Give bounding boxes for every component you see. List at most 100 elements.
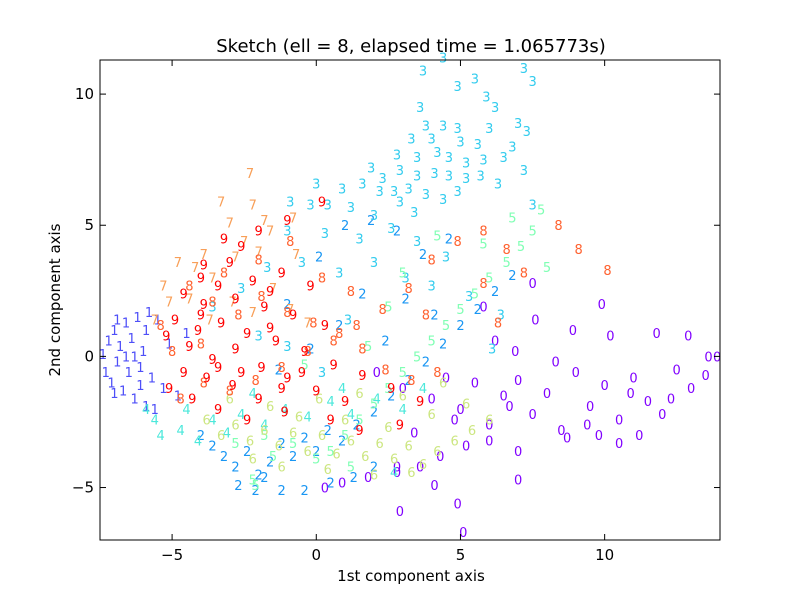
data-point-2: 2 (350, 471, 358, 486)
data-point-5: 5 (327, 445, 335, 460)
data-point-9: 9 (197, 308, 205, 323)
data-point-3: 3 (347, 201, 355, 216)
data-point-3: 3 (442, 251, 450, 266)
data-point-0: 0 (451, 413, 459, 428)
data-point-6: 6 (341, 413, 349, 428)
data-point-9: 9 (217, 316, 225, 331)
data-point-3: 3 (367, 162, 375, 177)
data-point-2: 2 (370, 406, 378, 421)
data-point-0: 0 (701, 369, 709, 384)
data-point-0: 0 (514, 374, 522, 389)
data-point-0: 0 (673, 364, 681, 379)
data-point-0: 0 (410, 427, 418, 442)
data-point-0: 0 (606, 329, 614, 344)
data-point-8: 8 (252, 374, 260, 389)
data-point-9: 9 (306, 280, 314, 295)
data-point-9: 9 (318, 196, 326, 211)
data-point-6: 6 (231, 419, 239, 434)
data-point-5: 5 (528, 225, 536, 240)
data-point-0: 0 (687, 382, 695, 397)
data-point-2: 2 (422, 356, 430, 371)
data-point-4: 4 (338, 382, 346, 397)
data-point-5: 5 (249, 474, 257, 489)
data-point-0: 0 (442, 371, 450, 386)
y-tick-label: 10 (75, 85, 94, 103)
data-point-8: 8 (422, 308, 430, 323)
data-point-9: 9 (272, 335, 280, 350)
data-point-4: 4 (142, 403, 150, 418)
data-point-5: 5 (252, 479, 260, 494)
data-point-3: 3 (283, 225, 291, 240)
data-point-7: 7 (185, 293, 193, 308)
data-point-3: 3 (520, 62, 528, 77)
data-point-7: 7 (292, 248, 300, 263)
data-point-2: 2 (404, 374, 412, 389)
data-point-1: 1 (148, 371, 156, 386)
data-point-5: 5 (427, 335, 435, 350)
data-point-6: 6 (390, 453, 398, 468)
y-tick-label: −5 (72, 479, 94, 497)
data-point-0: 0 (453, 497, 461, 512)
data-point-6: 6 (439, 377, 447, 392)
data-point-0: 0 (551, 356, 559, 371)
data-point-6: 6 (249, 453, 257, 468)
data-point-2: 2 (335, 319, 343, 334)
data-point-2: 2 (260, 471, 268, 486)
data-point-1: 1 (136, 361, 144, 376)
data-point-3: 3 (413, 235, 421, 250)
data-point-8: 8 (309, 316, 317, 331)
data-point-2: 2 (387, 390, 395, 405)
data-point-2: 2 (419, 248, 427, 263)
data-point-1: 1 (151, 403, 159, 418)
data-point-0: 0 (598, 298, 606, 313)
data-point-9: 9 (231, 293, 239, 308)
data-point-9: 9 (254, 225, 262, 240)
data-point-9: 9 (278, 382, 286, 397)
data-point-2: 2 (456, 319, 464, 334)
data-point-0: 0 (396, 505, 404, 520)
data-point-6: 6 (376, 437, 384, 452)
data-point-6: 6 (318, 429, 326, 444)
data-point-1: 1 (130, 392, 138, 407)
data-point-5: 5 (433, 230, 441, 245)
data-point-6: 6 (427, 408, 435, 423)
data-point-8: 8 (254, 253, 262, 268)
data-point-1: 1 (113, 314, 121, 329)
data-point-5: 5 (341, 429, 349, 444)
data-point-7: 7 (266, 225, 274, 240)
data-point-8: 8 (156, 319, 164, 334)
data-point-0: 0 (511, 345, 519, 360)
data-point-6: 6 (217, 429, 225, 444)
data-point-3: 3 (462, 172, 470, 187)
data-point-3: 3 (474, 138, 482, 153)
data-point-3: 3 (433, 146, 441, 161)
data-point-0: 0 (416, 461, 424, 476)
data-point-2: 2 (231, 461, 239, 476)
data-point-7: 7 (208, 272, 216, 287)
data-point-6: 6 (246, 434, 254, 449)
data-point-6: 6 (266, 400, 274, 415)
data-point-7: 7 (191, 261, 199, 276)
data-point-5: 5 (289, 437, 297, 452)
data-point-3: 3 (318, 366, 326, 381)
data-point-3: 3 (413, 151, 421, 166)
data-point-3: 3 (387, 222, 395, 237)
data-point-6: 6 (361, 450, 369, 465)
data-point-4: 4 (303, 411, 311, 426)
data-point-6: 6 (433, 445, 441, 460)
data-point-9: 9 (214, 361, 222, 376)
data-point-0: 0 (615, 413, 623, 428)
data-point-8: 8 (283, 306, 291, 321)
data-point-2: 2 (283, 298, 291, 313)
data-point-3: 3 (439, 193, 447, 208)
data-point-2: 2 (430, 308, 438, 323)
data-point-3: 3 (396, 196, 404, 211)
data-point-3: 3 (523, 125, 531, 140)
data-point-1: 1 (159, 382, 167, 397)
data-point-7: 7 (174, 256, 182, 271)
data-point-9: 9 (243, 413, 251, 428)
data-point-4: 4 (237, 408, 245, 423)
data-point-7: 7 (289, 211, 297, 226)
data-point-5: 5 (479, 238, 487, 253)
